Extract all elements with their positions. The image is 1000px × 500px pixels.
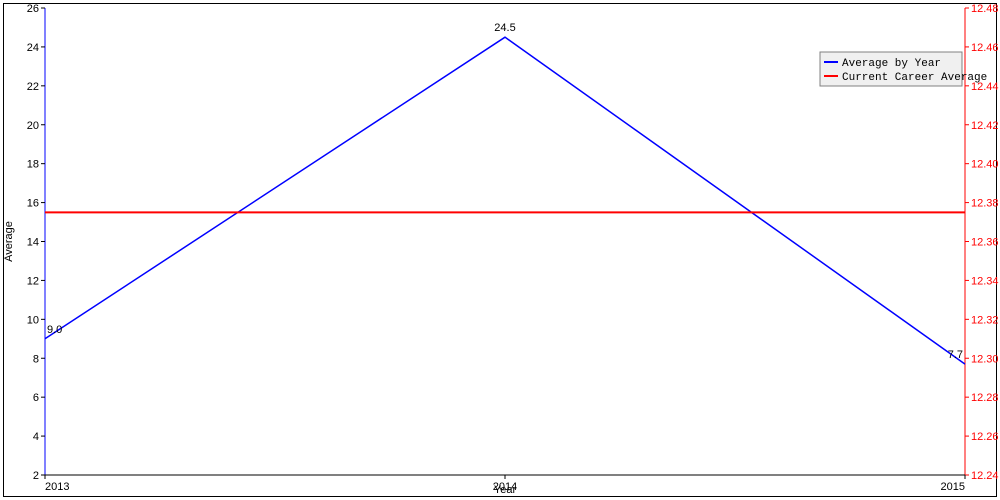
chart-svg: 2468101214161820222426Average12.2412.261… (0, 0, 1000, 500)
legend-label: Current Career Average (842, 72, 987, 84)
y-left-tick-label: 4 (33, 431, 39, 443)
y-left-axis-label: Average (3, 221, 15, 262)
y-right-tick-label: 12.42 (971, 120, 999, 132)
legend-label: Average by Year (842, 58, 941, 70)
point-label: 24.5 (494, 22, 515, 34)
y-right-tick-label: 12.46 (971, 42, 999, 54)
y-right-tick-label: 12.48 (971, 3, 999, 15)
y-left-tick-label: 12 (27, 275, 39, 287)
y-left-tick-label: 16 (27, 198, 39, 210)
point-label: 7.7 (948, 349, 963, 361)
y-left-tick-label: 14 (27, 237, 39, 249)
y-right-tick-label: 12.36 (971, 237, 999, 249)
y-right-tick-label: 12.34 (971, 275, 999, 287)
y-left-tick-label: 26 (27, 3, 39, 15)
y-right-tick-label: 12.26 (971, 431, 999, 443)
y-left-tick-label: 8 (33, 353, 39, 365)
y-left-tick-label: 20 (27, 120, 39, 132)
y-left-tick-label: 10 (27, 314, 39, 326)
y-right-tick-label: 12.28 (971, 392, 999, 404)
point-label: 9.0 (47, 324, 62, 336)
x-tick-label: 2015 (941, 481, 965, 493)
y-left-tick-label: 18 (27, 159, 39, 171)
x-axis-label: Year (494, 484, 517, 496)
chart-container: 2468101214161820222426Average12.2412.261… (0, 0, 1000, 500)
y-left-tick-label: 22 (27, 81, 39, 93)
y-right-tick-label: 12.32 (971, 314, 999, 326)
y-left-tick-label: 24 (27, 42, 39, 54)
y-right-tick-label: 12.38 (971, 198, 999, 210)
y-left-tick-label: 2 (33, 470, 39, 482)
y-right-tick-label: 12.30 (971, 353, 999, 365)
y-left-tick-label: 6 (33, 392, 39, 404)
y-right-tick-label: 12.40 (971, 159, 999, 171)
x-tick-label: 2013 (45, 481, 69, 493)
y-right-tick-label: 12.24 (971, 470, 999, 482)
